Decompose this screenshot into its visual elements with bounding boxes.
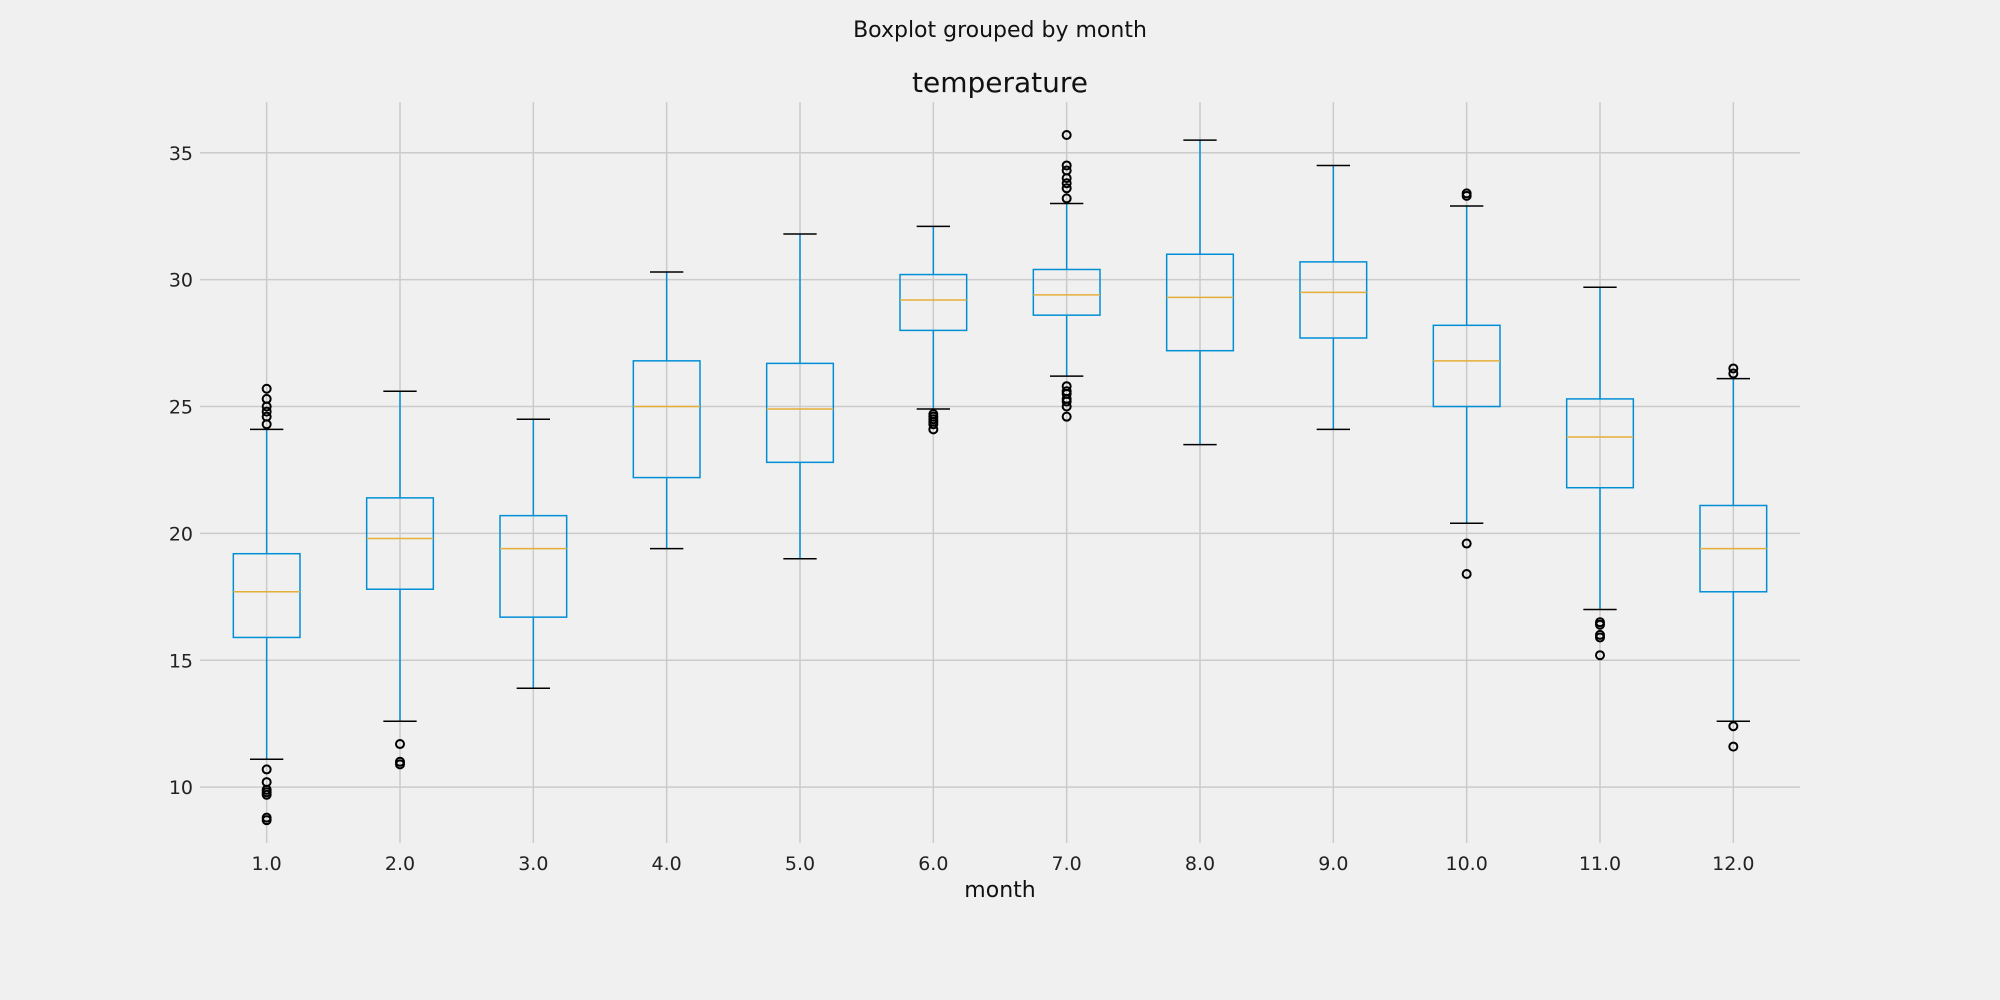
- box-3.0: [499, 418, 568, 689]
- flier-point: [261, 383, 272, 394]
- flier-point: [1728, 368, 1739, 379]
- flier-point: [261, 764, 272, 775]
- flier-point: [1061, 411, 1072, 422]
- iqr-box: [1432, 324, 1501, 408]
- flier-point: [1728, 363, 1739, 374]
- y-tick-label: 35: [169, 143, 193, 165]
- x-tick-label: 3.0: [518, 853, 548, 875]
- flier-point: [1728, 721, 1739, 732]
- x-tick-label: 9.0: [1318, 853, 1348, 875]
- box-8.0: [1165, 139, 1235, 446]
- y-tick-label: 30: [169, 270, 193, 292]
- iqr-box: [765, 362, 835, 464]
- box-4.0: [632, 271, 701, 550]
- x-tick-label: 8.0: [1185, 853, 1215, 875]
- x-tick-label: 1.0: [252, 853, 282, 875]
- y-tick-label: 10: [169, 777, 193, 799]
- box-2.0: [365, 390, 435, 770]
- flier-point: [1061, 386, 1072, 397]
- x-tick-label: 7.0: [1052, 853, 1082, 875]
- flier-point: [1061, 165, 1072, 176]
- flier-point: [1061, 160, 1072, 171]
- flier-point: [1728, 741, 1739, 752]
- flier-point: [1595, 650, 1605, 661]
- box-6.0: [899, 225, 968, 435]
- flier-point: [1595, 629, 1605, 640]
- x-tick-label: 11.0: [1579, 853, 1621, 875]
- flier-point: [1595, 617, 1605, 628]
- x-tick-label: 2.0: [385, 853, 415, 875]
- flier-point: [1461, 538, 1472, 549]
- y-tick-labels: 10 15 20 25 30 35: [169, 143, 193, 799]
- x-tick-label: 5.0: [785, 853, 815, 875]
- x-tick-label: 10.0: [1446, 853, 1488, 875]
- box-7.0: [1032, 129, 1101, 422]
- flier-point: [928, 409, 939, 420]
- flier-point: [1061, 178, 1072, 189]
- x-axis-label: month: [964, 878, 1035, 903]
- flier-point: [261, 812, 272, 823]
- flier-point: [395, 739, 405, 750]
- iqr-box: [232, 552, 301, 639]
- flier-point: [261, 406, 272, 417]
- y-tick-label: 20: [169, 523, 193, 545]
- box-9.0: [1299, 164, 1368, 431]
- flier-point: [261, 777, 272, 788]
- flier-point: [1461, 188, 1472, 199]
- flier-point: [1061, 129, 1072, 140]
- iqr-box: [899, 273, 968, 332]
- boxes: [232, 129, 1768, 826]
- chart-suptitle: Boxplot grouped by month: [853, 18, 1147, 43]
- y-tick-label: 25: [169, 397, 193, 419]
- y-tick-label: 15: [169, 650, 193, 672]
- x-tick-label: 6.0: [918, 853, 948, 875]
- flier-point: [261, 393, 272, 404]
- chart-title: temperature: [912, 66, 1088, 99]
- flier-point: [1061, 183, 1072, 194]
- flier-point: [1061, 193, 1072, 204]
- iqr-box: [1565, 398, 1635, 489]
- box-1.0: [232, 383, 301, 826]
- iqr-box: [365, 497, 435, 590]
- flier-point: [1061, 381, 1072, 392]
- box-12.0: [1699, 363, 1768, 752]
- x-tick-labels: 1.0 2.0 3.0 4.0 5.0 6.0 7.0 8.0 9.0 10.0 11.0 12.0: [252, 853, 1755, 875]
- flier-point: [1461, 569, 1472, 580]
- iqr-box: [1032, 268, 1101, 316]
- iqr-box: [632, 360, 701, 479]
- box-10.0: [1432, 188, 1501, 580]
- x-tick-label: 12.0: [1712, 853, 1754, 875]
- iqr-box: [1165, 253, 1235, 352]
- flier-point: [261, 411, 272, 422]
- flier-point: [395, 756, 405, 767]
- iqr-box: [1299, 261, 1368, 339]
- iqr-box: [499, 514, 568, 618]
- box-11.0: [1565, 286, 1635, 661]
- box-5.0: [765, 233, 835, 560]
- x-tick-label: 4.0: [652, 853, 682, 875]
